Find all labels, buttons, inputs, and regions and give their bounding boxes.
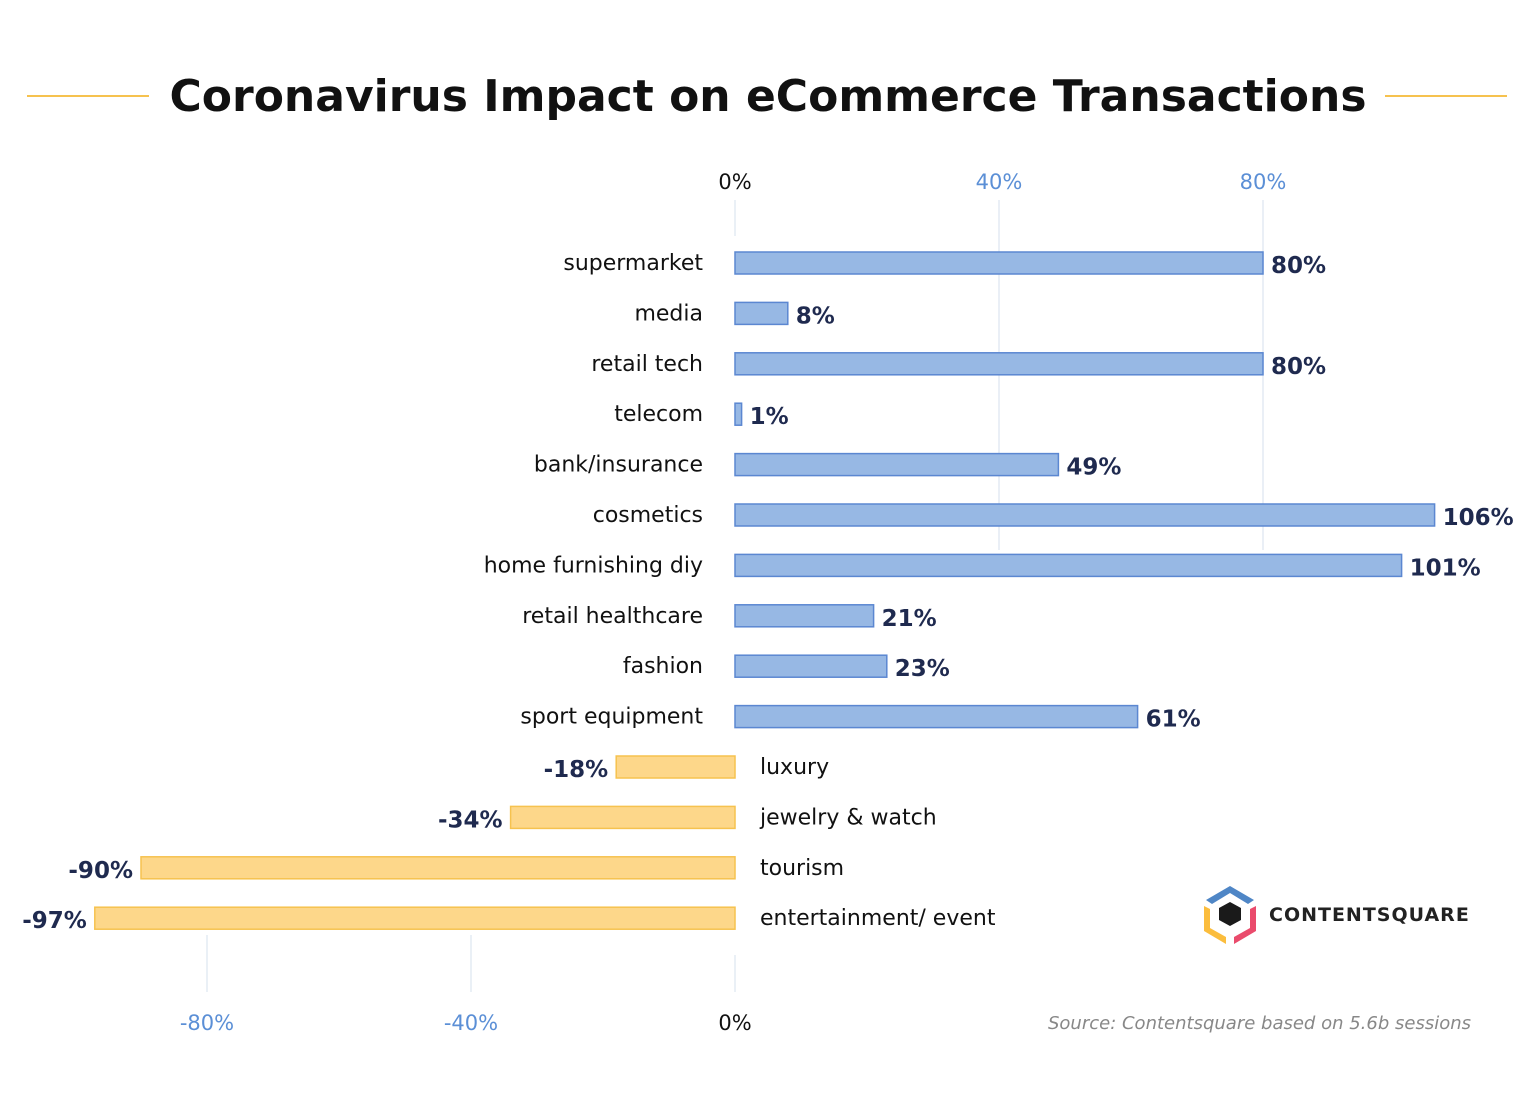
bar-row: fashion 23% <box>623 654 950 682</box>
logo-hex-top-icon <box>1206 886 1254 904</box>
category-label: entertainment/ event <box>760 906 996 931</box>
category-label: luxury <box>760 755 829 780</box>
bar <box>140 856 736 880</box>
value-label: -90% <box>68 858 133 884</box>
category-label: cosmetics <box>593 503 703 528</box>
value-label: 80% <box>1271 354 1326 380</box>
logo-hex-center-icon <box>1219 902 1241 926</box>
category-label: media <box>634 301 703 326</box>
category-label: retail healthcare <box>522 604 703 629</box>
bar <box>734 704 1139 729</box>
bar-row: media 8% <box>634 301 834 329</box>
bar-row: retail healthcare 21% <box>522 604 936 632</box>
bar <box>734 553 1403 578</box>
value-label: -97% <box>22 908 87 934</box>
logo-hex-right-icon <box>1234 906 1256 944</box>
bar-row: jewelry & watch -34% <box>438 805 937 833</box>
bar-row: supermarket 80% <box>563 251 1326 279</box>
bar <box>94 906 736 930</box>
value-label: 80% <box>1271 253 1326 279</box>
value-label: 106% <box>1443 505 1514 531</box>
value-label: 1% <box>750 404 789 430</box>
bar-row: cosmetics 106% <box>593 503 1514 531</box>
category-label: retail tech <box>591 352 703 377</box>
chart-title: Coronavirus Impact on eCommerce Transact… <box>169 71 1366 122</box>
bar-row: luxury -18% <box>544 755 830 783</box>
bar <box>509 805 736 830</box>
source-note: Source: Contentsquare based on 5.6b sess… <box>1048 1013 1471 1034</box>
category-label: sport equipment <box>520 705 703 730</box>
axis-ticks: 0% 40% 80% -80% -40% 0% <box>180 170 1286 1035</box>
top-tick-label: 0% <box>718 170 751 194</box>
bars: supermarket 80% media 8% retail tech 80% telec… <box>22 251 1513 934</box>
bar-row: telecom 1% <box>614 402 788 430</box>
category-label: home furnishing diy <box>484 553 703 578</box>
top-tick-label: 40% <box>976 170 1023 194</box>
bottom-tick-label: 0% <box>718 1011 751 1035</box>
logo-hex-left-icon <box>1204 906 1226 944</box>
bar <box>734 503 1436 527</box>
value-label: 49% <box>1066 455 1121 481</box>
value-label: 8% <box>796 303 835 329</box>
bar <box>734 604 875 628</box>
category-label: fashion <box>623 654 703 679</box>
bottom-tick-label: -80% <box>180 1011 234 1035</box>
brand-name: CONTENTSQUARE <box>1269 904 1470 926</box>
bar <box>734 452 1060 477</box>
bar-row: sport equipment 61% <box>520 705 1200 733</box>
category-label: jewelry & watch <box>759 805 937 830</box>
contentsquare-logo <box>1204 886 1256 944</box>
bar <box>734 654 888 678</box>
category-label: tourism <box>760 856 844 881</box>
bar <box>734 301 789 326</box>
category-label: bank/insurance <box>534 453 703 478</box>
bar-row: retail tech 80% <box>591 352 1326 380</box>
bar <box>615 755 736 779</box>
bar-row: bank/insurance 49% <box>534 453 1122 481</box>
value-label: 23% <box>895 656 950 682</box>
value-label: 21% <box>882 606 937 632</box>
bar <box>734 251 1264 275</box>
category-label: supermarket <box>563 251 703 276</box>
value-label: -34% <box>438 807 503 833</box>
top-tick-label: 80% <box>1240 170 1287 194</box>
bar-row: tourism -90% <box>68 856 844 884</box>
category-label: telecom <box>614 402 703 427</box>
bar-row: entertainment/ event -97% <box>22 906 996 934</box>
bar-row: home furnishing diy 101% <box>484 553 1481 581</box>
value-label: 101% <box>1410 555 1481 581</box>
value-label: -18% <box>544 757 609 783</box>
bar <box>734 402 743 426</box>
bottom-tick-label: -40% <box>444 1011 498 1035</box>
value-label: 61% <box>1146 707 1201 733</box>
bar <box>734 352 1264 376</box>
